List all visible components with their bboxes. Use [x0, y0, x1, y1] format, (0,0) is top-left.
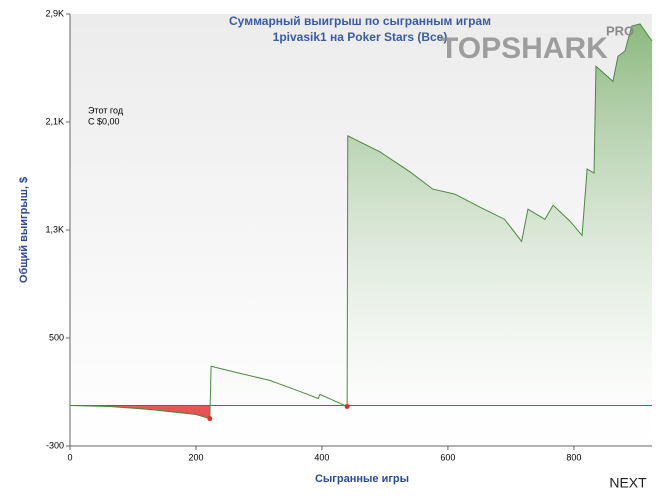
x-tick-label: 800: [566, 452, 581, 462]
annotation: С $0,00: [88, 116, 120, 126]
x-tick-label: 0: [67, 452, 72, 462]
marker: [207, 416, 213, 422]
chart-title: Суммарный выигрыш по сыгранным играм: [229, 14, 491, 28]
x-axis-label: Сыгранные игры: [315, 473, 409, 485]
y-tick-label: 500: [49, 332, 64, 342]
x-tick-label: 200: [188, 452, 203, 462]
area-positive: [70, 23, 652, 406]
y-tick-label: 2,9K: [45, 8, 64, 18]
annotation: Этот год: [88, 105, 124, 115]
chart-subtitle: 1pivasik1 на Poker Stars (Все): [273, 30, 448, 44]
logo: TOPSHARK: [440, 32, 608, 65]
x-tick-label: 600: [440, 452, 455, 462]
marker: [344, 403, 350, 409]
y-axis-label: Общий выигрыш, $: [18, 177, 30, 283]
y-tick-label: 1,3K: [45, 224, 64, 234]
x-tick-label: 400: [314, 452, 329, 462]
y-tick-label: -300: [46, 440, 64, 450]
line: [69, 23, 653, 420]
area-negative: [70, 405, 652, 419]
next-button[interactable]: NEXT: [609, 475, 647, 491]
logo-badge: PRO: [606, 23, 634, 38]
y-tick-label: 2,1K: [45, 116, 64, 126]
